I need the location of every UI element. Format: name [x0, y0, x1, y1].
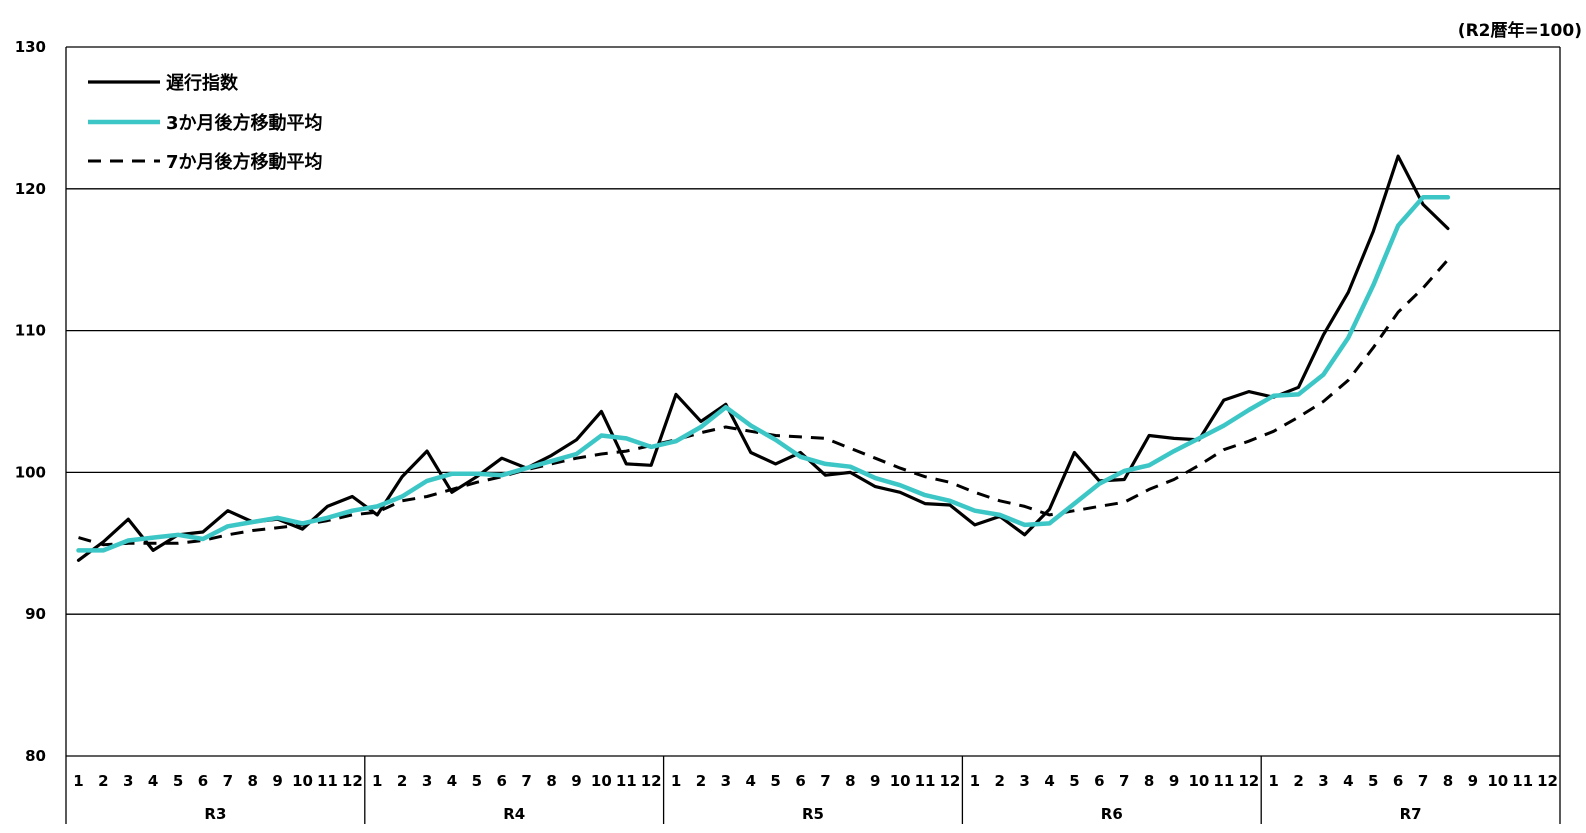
x-tick-label: 11	[1213, 772, 1234, 790]
x-tick-label: 12	[641, 772, 662, 790]
year-label: R4	[503, 805, 525, 823]
x-tick-label: 3	[1019, 772, 1029, 790]
x-tick-label: 2	[397, 772, 407, 790]
x-tick-label: 2	[995, 772, 1005, 790]
x-tick-label: 7	[1119, 772, 1129, 790]
x-tick-label: 10	[591, 772, 612, 790]
year-label: R5	[802, 805, 824, 823]
x-tick-label: 9	[571, 772, 581, 790]
x-tick-label: 4	[447, 772, 457, 790]
x-tick-label: 12	[1238, 772, 1259, 790]
series-lines	[76, 154, 1451, 562]
x-tick-label: 12	[940, 772, 961, 790]
plot-frame	[65, 47, 1561, 824]
y-tick-label: 120	[15, 180, 46, 198]
x-tick-label: 5	[770, 772, 780, 790]
legend: 遅行指数 3か月後方移動平均 7か月後方移動平均	[88, 72, 323, 173]
x-tick-label: 7	[820, 772, 830, 790]
x-tick-label: 4	[746, 772, 756, 790]
x-tick-label: 2	[696, 772, 706, 790]
y-axis-tick-labels: 80 90 100 110 120 130	[15, 38, 46, 765]
x-tick-label: 3	[721, 772, 731, 790]
series-line-1	[76, 154, 1450, 562]
x-tick-label: 7	[1418, 772, 1428, 790]
x-tick-label: 3	[123, 772, 133, 790]
x-tick-label: 1	[671, 772, 681, 790]
series-line-3	[78, 258, 1450, 547]
x-tick-label: 8	[1443, 772, 1453, 790]
x-tick-label: 2	[98, 772, 108, 790]
x-tick-label: 11	[317, 772, 338, 790]
x-tick-label: 1	[1268, 772, 1278, 790]
x-tick-label: 9	[870, 772, 880, 790]
x-tick-label: 8	[546, 772, 556, 790]
legend-entry: 遅行指数	[166, 72, 239, 94]
x-tick-label: 6	[1393, 772, 1403, 790]
x-tick-label: 2	[1293, 772, 1303, 790]
y-tick-label: 130	[15, 38, 46, 56]
x-tick-label: 1	[970, 772, 980, 790]
grid-lines	[66, 46, 1560, 757]
x-tick-label: 3	[1318, 772, 1328, 790]
x-tick-label: 6	[1094, 772, 1104, 790]
x-tick-label: 1	[372, 772, 382, 790]
x-tick-label: 12	[1537, 772, 1558, 790]
x-tick-label: 10	[1487, 772, 1508, 790]
x-tick-label: 5	[173, 772, 183, 790]
y-tick-label: 110	[15, 322, 46, 340]
x-tick-label: 10	[890, 772, 911, 790]
y-tick-label: 90	[25, 605, 46, 623]
x-tick-label: 11	[915, 772, 936, 790]
x-tick-label: 10	[1189, 772, 1210, 790]
legend-entry: 3か月後方移動平均	[166, 112, 323, 134]
x-tick-label: 8	[248, 772, 258, 790]
x-tick-label: 9	[272, 772, 282, 790]
x-tick-label: 6	[795, 772, 805, 790]
y-tick-label: 80	[25, 747, 46, 765]
x-tick-label: 6	[198, 772, 208, 790]
x-tick-label: 5	[1368, 772, 1378, 790]
x-tick-label: 6	[497, 772, 507, 790]
x-tick-label: 10	[292, 772, 313, 790]
x-tick-label: 4	[1343, 772, 1353, 790]
x-tick-label: 5	[472, 772, 482, 790]
x-tick-label: 5	[1069, 772, 1079, 790]
legend-entry: 7か月後方移動平均	[166, 151, 323, 173]
x-tick-label: 3	[422, 772, 432, 790]
x-tick-label: 4	[148, 772, 158, 790]
year-label: R6	[1101, 805, 1123, 823]
x-tick-label: 8	[1144, 772, 1154, 790]
year-label: R7	[1400, 805, 1422, 823]
x-tick-label: 9	[1169, 772, 1179, 790]
year-label: R3	[204, 805, 226, 823]
x-tick-label: 4	[1044, 772, 1054, 790]
x-tick-label: 8	[845, 772, 855, 790]
unit-note: (R2暦年=100)	[1457, 21, 1582, 41]
x-tick-label: 12	[342, 772, 363, 790]
x-tick-label: 7	[223, 772, 233, 790]
x-tick-label: 11	[1512, 772, 1533, 790]
y-tick-label: 100	[15, 463, 46, 481]
series-line-2	[76, 195, 1451, 553]
x-tick-label: 1	[73, 772, 83, 790]
x-tick-label: 9	[1468, 772, 1478, 790]
x-tick-label: 7	[521, 772, 531, 790]
x-tick-label: 11	[616, 772, 637, 790]
